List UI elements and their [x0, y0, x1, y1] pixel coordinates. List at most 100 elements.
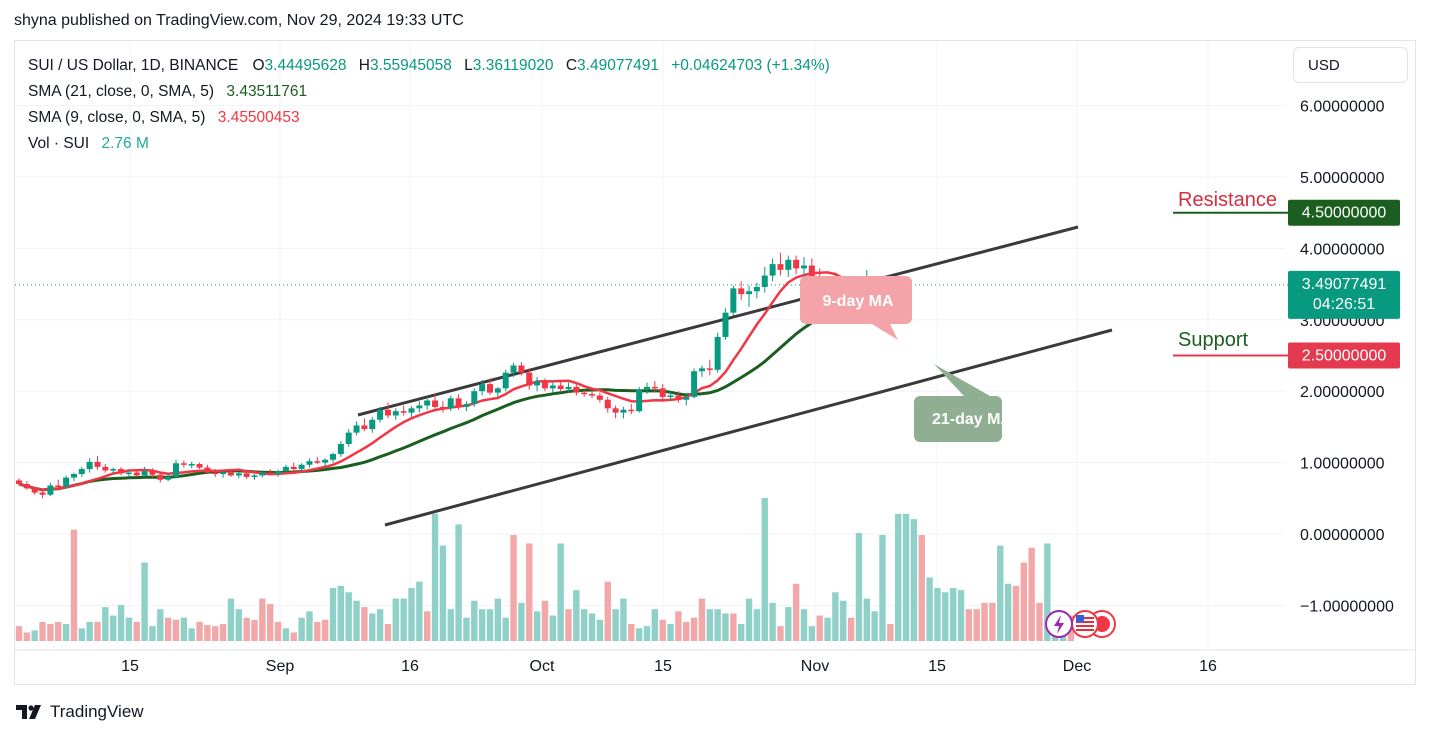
- candle-body: [801, 265, 807, 269]
- candle-body: [589, 394, 596, 396]
- candle-body: [471, 391, 478, 405]
- legend-volume-row[interactable]: Vol · SUI 2.76 M: [28, 131, 830, 157]
- volume-bar: [400, 598, 407, 641]
- candle-body: [738, 288, 745, 295]
- resistance-price-badge-text: 4.50000000: [1302, 205, 1387, 222]
- volume-label: Vol · SUI: [28, 135, 90, 152]
- candle-body: [714, 336, 721, 370]
- candle-body: [361, 425, 368, 430]
- candle-body: [573, 386, 580, 393]
- volume-bar: [188, 628, 195, 641]
- candle: [581, 389, 588, 397]
- candle-body: [534, 381, 541, 386]
- candle-body: [769, 264, 776, 276]
- support-price-badge-bg: [1288, 342, 1400, 369]
- us-flag-stripe: [1076, 621, 1094, 623]
- candle: [243, 471, 250, 480]
- candle-body: [125, 472, 132, 475]
- y-tick-label: −1.00000000: [1300, 598, 1394, 615]
- volume-bar: [659, 619, 666, 641]
- candle-body: [392, 411, 399, 416]
- candle: [235, 471, 242, 479]
- y-tick-label: 5.00000000: [1300, 170, 1385, 187]
- candle-body: [777, 264, 784, 270]
- candle-body: [730, 288, 737, 313]
- candle-body: [141, 471, 148, 476]
- volume-bar: [706, 609, 713, 641]
- candle-body: [620, 409, 627, 413]
- legend-ohlc-row: SUI / US Dollar, 1D, BINANCE O3.44495628…: [28, 53, 830, 79]
- resistance-price-badge-bg: [1288, 199, 1400, 226]
- candle: [110, 467, 117, 474]
- volume-bar: [808, 626, 816, 641]
- candle-body: [439, 406, 446, 409]
- volume-bar: [337, 585, 345, 641]
- lightning-icon: [1045, 610, 1073, 638]
- legend-sma21-row[interactable]: SMA (21, close, 0, SMA, 5) 3.43511761: [28, 79, 830, 105]
- candle-body: [16, 480, 22, 485]
- candle-body: [479, 384, 486, 392]
- currency-button[interactable]: USD: [1293, 47, 1408, 83]
- legend-sma9-row[interactable]: SMA (9, close, 0, SMA, 5) 3.45500453: [28, 105, 830, 131]
- candle-body: [636, 389, 643, 412]
- candle: [31, 486, 38, 495]
- volume-bar: [965, 609, 973, 641]
- candle: [596, 392, 603, 403]
- candle: [541, 378, 548, 392]
- volume-bar: [1028, 547, 1035, 641]
- candle-body: [306, 461, 313, 465]
- tradingview-logo[interactable]: TradingView: [16, 702, 144, 722]
- candle-body: [275, 471, 282, 475]
- volume-bar: [31, 630, 38, 641]
- candle-body: [23, 484, 30, 489]
- candle-body: [408, 408, 415, 413]
- volume-bar: [149, 626, 156, 641]
- volume-bar: [102, 607, 109, 641]
- candle: [16, 478, 22, 486]
- candle: [149, 468, 156, 478]
- candle-body: [384, 409, 391, 416]
- candle: [314, 456, 321, 465]
- volume-bar: [620, 598, 627, 641]
- volume-bar: [604, 581, 611, 641]
- sma9-callout-text: 9-day MA: [822, 293, 894, 310]
- volume-bar: [1020, 562, 1027, 641]
- sma9-callout-bubble: [800, 276, 912, 340]
- x-tick-label: Sep: [266, 658, 295, 675]
- candle-body: [282, 466, 289, 472]
- candle: [534, 376, 541, 392]
- volume-bar: [942, 592, 949, 641]
- sma21-value: 3.43511761: [226, 83, 308, 100]
- candle-body: [596, 395, 603, 400]
- change-value: +0.04624703 (+1.34%): [671, 57, 830, 74]
- volume-bar: [424, 611, 431, 641]
- volume-bar: [761, 497, 768, 641]
- volume-bar: [110, 615, 117, 641]
- x-tick-label: 15: [928, 658, 946, 675]
- candle: [392, 408, 399, 420]
- candle-body: [345, 432, 352, 445]
- candle-body: [683, 396, 690, 400]
- volume-bar: [267, 603, 274, 641]
- candle: [196, 462, 203, 470]
- symbol-label[interactable]: SUI / US Dollar, 1D, BINANCE: [28, 57, 239, 74]
- volume-bar: [376, 609, 384, 641]
- volume-bar: [753, 609, 761, 641]
- candle: [118, 466, 125, 476]
- volume-bar: [722, 613, 729, 641]
- volume-bar: [785, 607, 792, 641]
- volume-bar: [792, 583, 800, 641]
- candle: [345, 429, 352, 447]
- candle-body: [659, 388, 666, 397]
- volume-bar: [518, 602, 525, 641]
- candle-body: [651, 386, 658, 389]
- chart-legend: SUI / US Dollar, 1D, BINANCE O3.44495628…: [28, 53, 830, 157]
- candle: [165, 474, 172, 482]
- volume-bar: [141, 562, 148, 641]
- volume-bar: [549, 615, 556, 641]
- volume-bar: [628, 624, 635, 641]
- candle: [251, 474, 258, 480]
- us-flag-stripe: [1076, 629, 1094, 631]
- candle-body: [785, 259, 792, 270]
